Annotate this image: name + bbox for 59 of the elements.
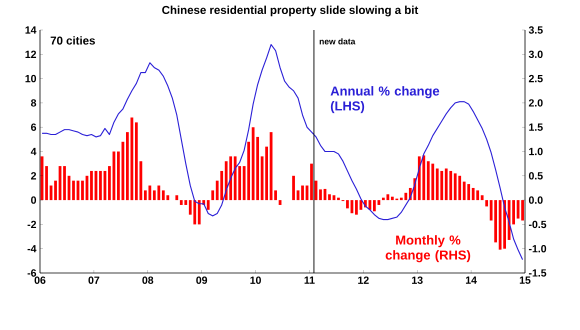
y-tick-label: 14 bbox=[26, 26, 36, 34]
y-tick-label: 12 bbox=[26, 50, 36, 58]
bar bbox=[462, 182, 466, 200]
y-tick-label: -4 bbox=[28, 245, 36, 252]
y-tick-label: -2 bbox=[28, 220, 36, 228]
bar bbox=[449, 170, 452, 200]
series-label: Monthly % change (RHS) bbox=[386, 235, 470, 262]
bar bbox=[216, 180, 219, 200]
bar bbox=[166, 195, 170, 200]
bar bbox=[180, 200, 183, 205]
bar bbox=[175, 195, 178, 200]
y-tick-label: 4 bbox=[30, 148, 36, 156]
bar bbox=[188, 200, 192, 215]
y2-tick-label: 3.0 bbox=[528, 50, 543, 58]
bar bbox=[157, 186, 160, 200]
ref-line-label: new data bbox=[320, 38, 356, 44]
x-tick-label: 07 bbox=[88, 276, 100, 284]
y2-tick-label: -1.0 bbox=[528, 245, 546, 252]
annotation: 70 cities bbox=[50, 36, 95, 45]
x-tick-label: 13 bbox=[412, 276, 423, 284]
y-tick-label: 8 bbox=[30, 99, 36, 107]
x-tick-label: 11 bbox=[304, 276, 315, 284]
x-tick-label: 15 bbox=[520, 276, 531, 284]
bar bbox=[252, 127, 255, 200]
bar bbox=[242, 166, 246, 200]
y-tick-label: 10 bbox=[26, 74, 36, 82]
bar bbox=[485, 200, 488, 206]
bar bbox=[238, 166, 242, 200]
bar bbox=[390, 196, 394, 200]
y2-tick-label: 0.0 bbox=[528, 196, 543, 204]
bar bbox=[148, 186, 152, 200]
y-tick-label: -6 bbox=[28, 269, 36, 277]
x-tick-label: 08 bbox=[142, 276, 154, 284]
x-tick-label: 14 bbox=[466, 276, 477, 284]
bar bbox=[431, 164, 434, 200]
y2-tick-label: 0.5 bbox=[528, 172, 543, 180]
x-tick-label: 12 bbox=[358, 276, 369, 284]
series-label: Annual % change (LHS) bbox=[330, 86, 440, 114]
bar bbox=[206, 200, 210, 210]
bar bbox=[184, 200, 188, 205]
bar bbox=[426, 161, 430, 200]
chart-title: Chinese residential property slide slowing a bit bbox=[162, 6, 418, 16]
y2-tick-label: -0.5 bbox=[528, 220, 546, 228]
bar bbox=[480, 195, 484, 200]
x-tick-label: 10 bbox=[250, 276, 261, 284]
bar bbox=[278, 200, 282, 205]
y2-tick-label: 3.5 bbox=[528, 26, 543, 34]
y2-tick-label: 1.0 bbox=[529, 148, 543, 156]
y2-tick-label: 2.5 bbox=[528, 74, 543, 82]
x-tick-label: 06 bbox=[34, 276, 46, 284]
y-tick-label: 0 bbox=[31, 196, 36, 204]
bar bbox=[400, 198, 403, 200]
x-tick-label: 09 bbox=[196, 276, 208, 284]
bar bbox=[386, 194, 390, 200]
y-tick-label: 2 bbox=[31, 172, 36, 180]
y2-tick-label: -1.5 bbox=[528, 269, 546, 277]
y-tick-label: 6 bbox=[31, 124, 36, 131]
y2-tick-label: 1.5 bbox=[529, 124, 543, 131]
y2-tick-label: 2.0 bbox=[528, 99, 543, 107]
